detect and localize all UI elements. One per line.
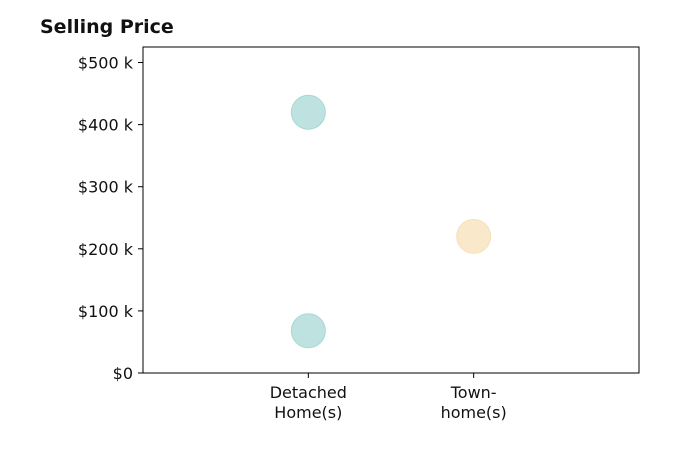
x-tick-label: Detached Home(s) xyxy=(270,383,347,422)
x-tick-label-line: Detached xyxy=(270,383,347,402)
x-tick-label-line: Home(s) xyxy=(274,403,342,422)
plot-frame xyxy=(142,46,640,374)
y-tick-label: $300 k xyxy=(78,178,134,197)
x-axis: Detached Home(s) Town-home(s) xyxy=(270,373,507,422)
y-tick-label: $0 xyxy=(113,364,133,383)
data-point xyxy=(456,218,492,254)
data-point xyxy=(290,94,326,130)
x-tick-label: Town-home(s) xyxy=(441,383,507,422)
chart-title: Selling Price xyxy=(40,16,174,38)
data-point xyxy=(290,313,326,349)
y-tick-label: $100 k xyxy=(78,302,134,321)
y-tick-label: $200 k xyxy=(78,240,134,259)
y-axis: $0 $100 k $200 k $300 k $400 k $500 k xyxy=(78,54,143,383)
data-points xyxy=(290,94,492,349)
y-tick-label: $400 k xyxy=(78,116,134,135)
x-tick-label-line: Town- xyxy=(450,383,497,402)
y-tick-label: $500 k xyxy=(78,54,134,73)
x-tick-label-line: home(s) xyxy=(441,403,507,422)
